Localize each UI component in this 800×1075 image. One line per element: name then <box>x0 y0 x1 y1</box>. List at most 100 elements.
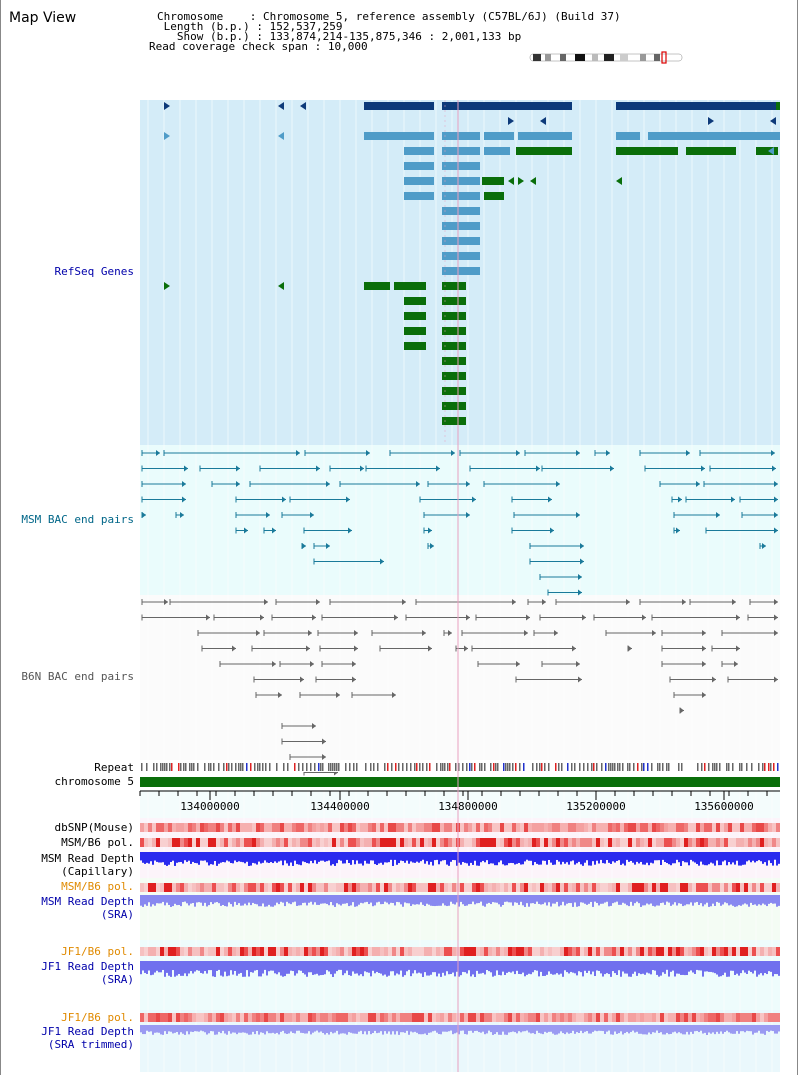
jf1-pol-cell <box>756 947 760 956</box>
jf1-trim-depth-bar <box>352 1025 354 1034</box>
gene-block[interactable] <box>756 147 778 155</box>
b6n-bac-pair-end <box>322 738 326 745</box>
gene-block[interactable] <box>404 177 434 185</box>
gene-block[interactable] <box>404 297 426 305</box>
gene-block[interactable] <box>442 282 466 290</box>
gene-block[interactable] <box>364 102 434 110</box>
gene-block[interactable] <box>442 417 466 425</box>
jf1-trim-depth-bar <box>276 1025 278 1033</box>
ideogram-band <box>620 54 628 61</box>
gene-block[interactable] <box>442 147 480 155</box>
msm-sra-depth-bar <box>744 895 746 904</box>
gene-block[interactable] <box>404 162 434 170</box>
msm-pol-cell <box>416 838 420 847</box>
gene-block[interactable] <box>442 327 466 335</box>
gene-block[interactable] <box>404 327 426 335</box>
msm-sra-depth-bar <box>236 895 238 905</box>
gene-block[interactable] <box>442 297 466 305</box>
track-label-b6n-bac[interactable]: B6N BAC end pairs <box>21 670 134 683</box>
msm-sra-depth-bar <box>450 895 452 902</box>
jf1-pol2-cell <box>664 1013 668 1022</box>
gene-block[interactable] <box>364 132 434 140</box>
msm-cap-depth-bar <box>738 852 740 866</box>
msm-pol2-cell <box>544 883 548 892</box>
jf1-trim-depth-bar <box>590 1025 592 1034</box>
msm-cap-depth-bar <box>190 852 192 864</box>
gene-block[interactable] <box>442 402 466 410</box>
msm-pol2-cell <box>276 883 280 892</box>
dbsnp-cell <box>160 823 164 832</box>
jf1-trim-depth-bar <box>672 1025 674 1033</box>
b6n-bac-pairs[interactable] <box>141 599 778 776</box>
jf1-sra-depth-bar <box>742 961 744 971</box>
jf1-sra-depth-bar <box>318 961 320 976</box>
gene-block[interactable] <box>484 132 514 140</box>
gene-block[interactable] <box>648 132 780 140</box>
gene-block[interactable] <box>482 177 504 185</box>
jf1-sra-depth-bar <box>362 961 364 977</box>
gene-block[interactable] <box>442 222 480 230</box>
ideogram-band <box>533 54 541 61</box>
chromosome-ideogram[interactable] <box>529 51 683 64</box>
msm-sra-depth-bar <box>570 895 572 904</box>
gene-block[interactable] <box>442 192 480 200</box>
jf1-sra-depth-bar <box>220 961 222 976</box>
gene-block[interactable] <box>404 192 434 200</box>
gene-block[interactable] <box>442 132 480 140</box>
gene-block[interactable] <box>442 162 480 170</box>
msm-bac-pairs[interactable] <box>141 450 778 596</box>
jf1-sra-depth-bar <box>494 961 496 976</box>
gene-block[interactable] <box>484 147 510 155</box>
refseq-gene-features[interactable] <box>164 102 780 425</box>
gene-block[interactable] <box>442 312 466 320</box>
jf1-sra-depth-bar <box>202 961 204 974</box>
msm-sra-depth-bar <box>546 895 548 906</box>
gene-block[interactable] <box>484 192 504 200</box>
gene-arrow <box>278 282 284 290</box>
gene-block[interactable] <box>518 132 572 140</box>
gene-block[interactable] <box>616 102 776 110</box>
dbsnp-cell <box>280 823 284 832</box>
gene-block[interactable] <box>442 207 480 215</box>
gene-block[interactable] <box>616 132 640 140</box>
gene-block[interactable] <box>442 387 466 395</box>
track-label-msm-bac[interactable]: MSM BAC end pairs <box>21 513 134 526</box>
gene-block[interactable] <box>442 252 480 260</box>
msm-sra-depth-bar <box>514 895 516 903</box>
msm-sra-depth-bar <box>708 895 710 907</box>
gene-block[interactable] <box>410 282 426 290</box>
msm-cap-depth-bar <box>632 852 634 863</box>
jf1-pol2-cell <box>540 1013 544 1022</box>
gene-block[interactable] <box>442 372 466 380</box>
msm-pol-cell <box>160 838 164 847</box>
dbsnp-cell <box>428 823 432 832</box>
jf1-trim-depth-bar <box>336 1025 338 1031</box>
gene-block[interactable] <box>394 282 410 290</box>
gene-block[interactable] <box>404 342 426 350</box>
gene-block[interactable] <box>442 237 480 245</box>
gene-block[interactable] <box>364 282 390 290</box>
gene-block[interactable] <box>404 312 426 320</box>
jf1-pol-cell <box>168 947 172 956</box>
jf1-sra-depth-bar <box>622 961 624 972</box>
msm-sra-depth-bar <box>316 895 318 905</box>
jf1-pol-cell <box>176 947 180 956</box>
gene-block[interactable] <box>442 102 572 110</box>
jf1-sra-depth-bar <box>268 961 270 972</box>
gene-block[interactable] <box>442 357 466 365</box>
track-label-refseq[interactable]: RefSeq Genes <box>54 265 134 278</box>
repeat-mark <box>701 763 703 771</box>
gene-block[interactable] <box>442 177 480 185</box>
gene-block[interactable] <box>616 147 678 155</box>
jf1-pol-cell <box>260 947 264 956</box>
msm-cap-depth-bar <box>724 852 726 861</box>
repeat-mark <box>436 763 438 771</box>
gene-block[interactable] <box>442 342 466 350</box>
gene-block[interactable] <box>404 147 434 155</box>
gene-block[interactable] <box>442 267 480 275</box>
repeat-mark <box>758 763 760 771</box>
repeat-mark <box>171 763 173 771</box>
gene-block[interactable] <box>516 147 572 155</box>
gene-block[interactable] <box>776 102 780 110</box>
